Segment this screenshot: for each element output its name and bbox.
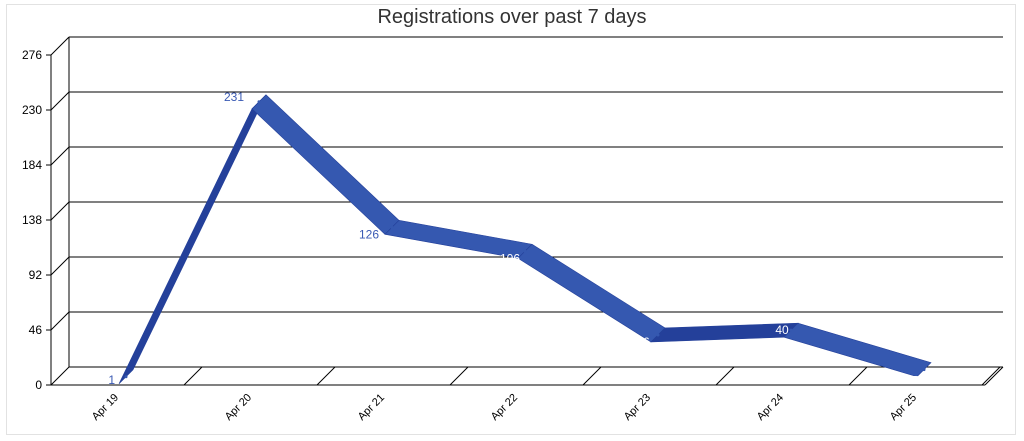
y-tick-label: 230	[22, 103, 42, 117]
y-tick-label: 46	[29, 323, 43, 337]
gridline-depth	[50, 91, 70, 111]
x-tick-label: Apr 19	[90, 392, 121, 423]
series-layer	[118, 94, 932, 385]
y-tick-label: 276	[22, 48, 42, 62]
data-label: 40	[775, 323, 789, 337]
data-label: 7	[912, 374, 919, 388]
series-point	[257, 100, 261, 104]
series-point	[390, 225, 394, 229]
floor-divider	[981, 366, 1001, 386]
y-tick-label: 184	[22, 158, 42, 172]
series-point	[922, 368, 926, 372]
series-segment	[118, 94, 267, 385]
floor-divider	[183, 366, 203, 386]
gridline-depth	[50, 201, 70, 221]
series-segment	[517, 243, 666, 343]
y-tick-label: 138	[22, 213, 42, 227]
floor-right-edge	[984, 366, 1004, 386]
data-label: 106	[500, 251, 520, 265]
x-tick-label: Apr 22	[489, 392, 520, 423]
x-tick-label: Apr 21	[356, 392, 387, 423]
series-segment	[251, 94, 400, 235]
x-tick-label: Apr 20	[223, 392, 254, 423]
chart-title: Registrations over past 7 days	[377, 6, 647, 28]
gridline-depth	[50, 256, 70, 276]
data-label: 1	[108, 373, 115, 387]
floor-divider	[848, 366, 868, 386]
series-point	[789, 328, 793, 332]
floor-divider	[715, 366, 735, 386]
x-tick-label: Apr 24	[755, 392, 786, 423]
x-tick-label: Apr 23	[622, 392, 653, 423]
gridline-depth	[50, 146, 70, 166]
chart-frame	[6, 4, 1016, 435]
data-label: 126	[359, 227, 379, 241]
x-tick-label: Apr 25	[888, 392, 919, 423]
series-segment	[783, 322, 932, 377]
gridline-depth	[50, 366, 70, 386]
floor-divider	[449, 366, 469, 386]
floor-divider	[316, 366, 336, 386]
floor-divider	[582, 366, 602, 386]
y-tick-label: 0	[35, 378, 42, 392]
grid-layer: 0 46 92 138 184 230 276	[22, 36, 1004, 392]
y-tick-label: 92	[29, 268, 43, 282]
data-label: 231	[224, 90, 244, 104]
label-layer: Apr 19 Apr 20 Apr 21 Apr 22 Apr 23 Apr 24 Apr …	[90, 90, 919, 423]
gridline-depth	[50, 36, 70, 56]
series-point	[523, 249, 527, 253]
data-label: 36	[636, 335, 650, 349]
series-point	[124, 375, 128, 379]
series-point	[656, 333, 660, 337]
gridline-depth	[50, 311, 70, 331]
